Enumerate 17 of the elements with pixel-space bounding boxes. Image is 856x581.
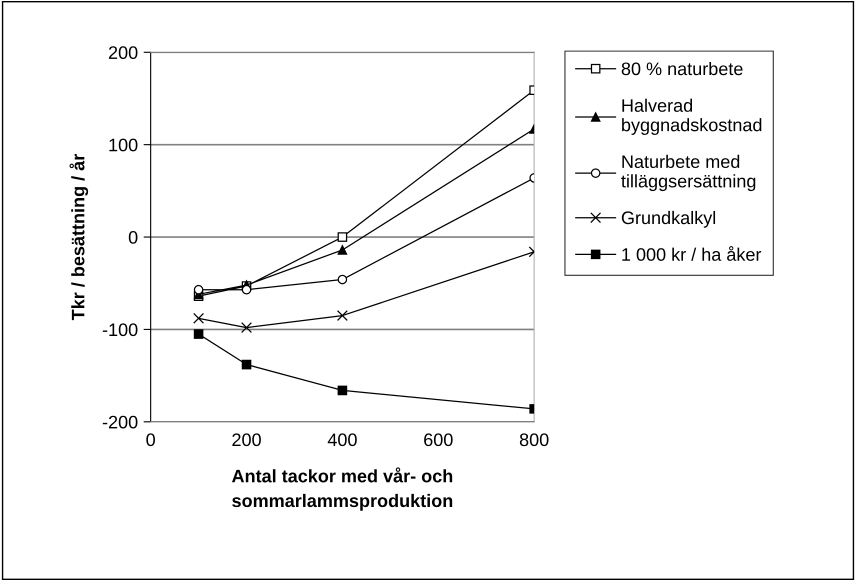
x-tick-label: 0: [146, 433, 155, 446]
legend-label: Naturbete med tilläggsersättning: [621, 154, 756, 192]
legend-label: 80 % naturbete: [622, 62, 743, 76]
legend-label: Grundkalkyl: [622, 210, 716, 228]
y-tick-label: 0: [128, 230, 138, 244]
x-tick-label: 800: [520, 433, 548, 446]
legend-label: Halverad byggnadskostnad: [622, 98, 762, 135]
y-tick-label: 100: [109, 138, 138, 152]
x-tick-label: 200: [232, 433, 261, 446]
y-axis-title: Tkr / besättning / år: [69, 154, 88, 320]
y-tick-label: -100: [102, 323, 138, 336]
x-tick-label: 600: [424, 433, 453, 446]
y-tick-label: -200: [102, 416, 138, 429]
y-tick-label: 200: [108, 46, 138, 60]
x-tick-label: 400: [328, 433, 357, 446]
legend-label: 1 000 kr / ha åker: [622, 246, 762, 261]
x-axis-title: Antal tackor med vår- och sommarlammsproduktion: [232, 467, 452, 511]
